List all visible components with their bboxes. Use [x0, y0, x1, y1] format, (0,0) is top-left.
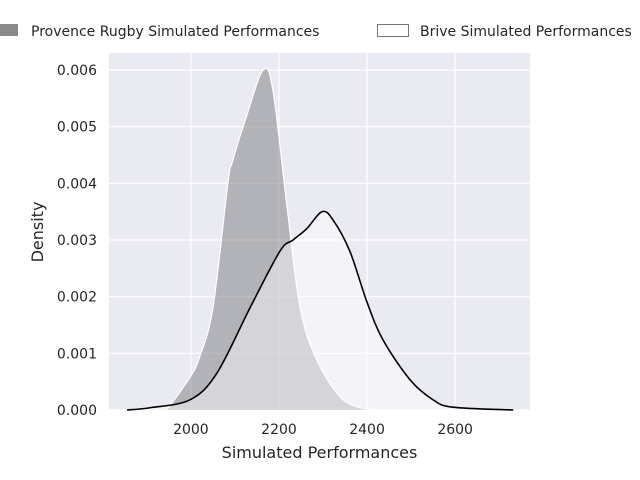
x-tick-label: 2600 — [437, 422, 473, 438]
y-tick-label: 0.006 — [57, 63, 97, 79]
legend-swatch-brive — [377, 24, 409, 37]
grid — [109, 53, 530, 411]
legend: Provence Rugby Simulated Performances Br… — [0, 24, 632, 40]
y-tick-label: 0.001 — [57, 346, 97, 362]
legend-label-provence: Provence Rugby Simulated Performances — [31, 24, 319, 40]
x-ticks: 2000 2200 2400 2600 — [173, 422, 473, 438]
provence-density-area-fill — [160, 68, 381, 411]
x-tick-label: 2400 — [349, 422, 385, 438]
legend-label-brive: Brive Simulated Performances — [420, 24, 632, 40]
y-tick-label: 0.002 — [57, 290, 97, 306]
series-layer — [126, 67, 514, 412]
plot-background — [109, 53, 530, 410]
brive-density-area-line — [126, 210, 514, 411]
y-ticks: 0.000 0.001 0.002 0.003 0.004 0.005 0.006 — [57, 63, 97, 419]
y-tick-label: 0.005 — [57, 120, 97, 136]
brive-density-area-fill — [127, 211, 514, 410]
y-tick-label: 0.000 — [57, 403, 97, 419]
legend-swatch-provence — [0, 24, 18, 36]
y-tick-label: 0.004 — [57, 176, 97, 192]
provence-density-area-line — [159, 67, 381, 412]
x-tick-label: 2000 — [173, 422, 209, 438]
x-tick-label: 2200 — [261, 422, 297, 438]
y-tick-label: 0.003 — [57, 233, 97, 249]
x-axis-label: Simulated Performances — [222, 443, 418, 462]
y-axis-label: Density — [28, 202, 47, 263]
